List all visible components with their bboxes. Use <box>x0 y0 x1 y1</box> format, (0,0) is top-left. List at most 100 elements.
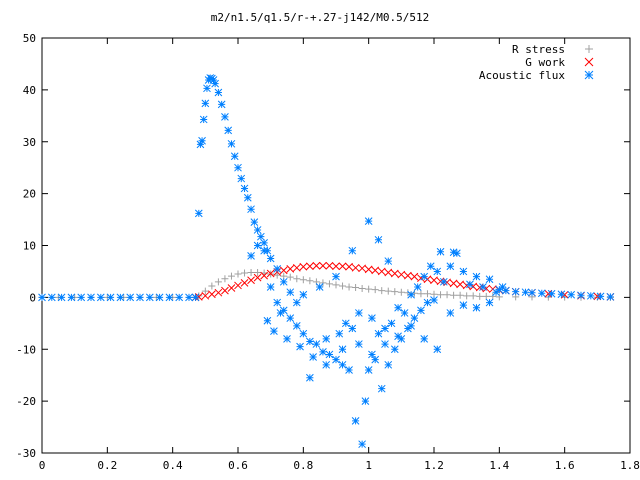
plus-data-point <box>214 278 222 286</box>
y-tick-label: 40 <box>23 84 36 97</box>
x-tick-label: 0.4 <box>163 459 183 472</box>
star-data-point <box>361 397 370 405</box>
star-data-point <box>374 235 383 244</box>
legend-marker <box>584 57 594 67</box>
plus-data-point <box>227 272 235 280</box>
star-data-point <box>299 290 308 299</box>
cross-data-point <box>227 284 236 292</box>
star-data-point <box>358 440 366 449</box>
star-data-point <box>332 272 340 281</box>
cross-data-point <box>430 276 438 285</box>
star-data-point <box>521 288 530 297</box>
star-data-point <box>201 99 210 108</box>
plus-data-point <box>234 270 242 278</box>
star-data-point <box>485 275 494 284</box>
star-data-point <box>368 350 376 359</box>
star-data-point <box>145 293 154 302</box>
plus-data-point <box>319 279 327 287</box>
cross-data-point <box>371 266 380 275</box>
y-tick-label: 30 <box>23 136 36 149</box>
plus-data-point <box>495 293 503 301</box>
cross-data-point <box>377 267 386 276</box>
star-data-point <box>368 314 376 322</box>
cross-data-point <box>397 270 406 279</box>
star-data-point <box>165 293 174 302</box>
star-data-point <box>348 246 357 255</box>
cross-data-point <box>253 273 262 282</box>
star-data-point <box>485 298 494 307</box>
y-tick-label: 50 <box>23 32 36 45</box>
star-data-point <box>203 84 211 93</box>
y-axis-ticks: 50 40 30 20 10 0 -10 -20 -30 <box>16 32 630 460</box>
star-data-point <box>196 140 205 149</box>
y-tick-label: -10 <box>16 343 36 356</box>
star-data-point <box>384 257 393 265</box>
star-data-point <box>479 283 487 291</box>
star-data-point <box>270 327 278 335</box>
star-data-point <box>537 289 546 298</box>
data-marks <box>38 74 615 449</box>
star-data-point <box>335 329 344 338</box>
star-data-point <box>260 246 268 255</box>
plus-data-point <box>384 287 392 295</box>
star-data-point <box>446 262 455 271</box>
cross-data-point <box>351 263 360 272</box>
legend-label: G work <box>525 56 565 69</box>
star-data-point <box>577 291 585 300</box>
star-data-point <box>453 249 461 258</box>
cross-data-point <box>292 263 301 272</box>
plus-data-point <box>456 291 464 299</box>
star-data-point <box>426 262 435 271</box>
star-data-point <box>394 303 402 312</box>
plus-data-point <box>437 291 445 299</box>
star-data-point <box>364 366 373 374</box>
star-data-point <box>502 286 510 295</box>
star-data-point <box>528 288 536 297</box>
cross-data-point <box>312 261 321 270</box>
cross-data-point <box>306 262 314 271</box>
cross-data-point <box>201 291 210 300</box>
plus-data-point <box>201 287 209 295</box>
star-data-point <box>309 353 317 361</box>
star-data-point <box>338 360 347 369</box>
star-data-point <box>198 136 206 145</box>
star-data-point <box>377 384 386 393</box>
star-data-point <box>194 209 203 218</box>
cross-data-point <box>345 262 353 271</box>
star-data-point <box>381 340 389 348</box>
star-data-point <box>394 332 402 341</box>
star-data-point <box>345 366 353 374</box>
y-tick-label: 0 <box>29 291 36 304</box>
star-data-point <box>325 350 334 359</box>
star-data-point <box>436 247 445 256</box>
star-data-point <box>472 303 481 312</box>
plus-data-point <box>378 287 386 295</box>
star-data-point <box>459 301 468 310</box>
legend-label: R stress <box>512 43 565 56</box>
star-data-point <box>221 112 229 121</box>
star-data-point <box>322 335 331 343</box>
plus-data-point <box>345 283 353 291</box>
x-tick-label: 1.4 <box>489 459 509 472</box>
star-data-point <box>371 355 380 364</box>
x-tick-label: 0.6 <box>228 459 248 472</box>
star-data-point <box>230 152 239 161</box>
cross-data-point <box>475 283 484 292</box>
plus-data-point <box>241 269 249 277</box>
star-data-point <box>413 283 422 291</box>
cross-data-point <box>384 268 393 277</box>
star-data-point <box>283 335 291 343</box>
star-data-point <box>495 285 504 294</box>
plus-data-point <box>371 286 379 294</box>
y-tick-label: 20 <box>23 188 36 201</box>
star-data-point <box>286 288 295 297</box>
star-data-point <box>266 283 275 291</box>
plus-data-point <box>469 292 477 300</box>
star-data-point <box>387 319 396 328</box>
series-r-stress <box>38 268 614 301</box>
plus-data-point <box>306 277 314 285</box>
cross-data-point <box>410 272 419 281</box>
plus-data-point <box>352 284 360 292</box>
cross-data-point <box>443 278 451 287</box>
